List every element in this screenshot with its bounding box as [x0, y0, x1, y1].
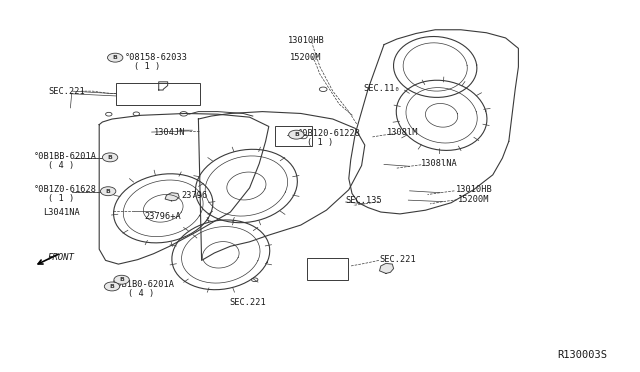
Text: B: B: [113, 55, 118, 60]
Text: B: B: [294, 132, 299, 137]
Text: SEC.221: SEC.221: [380, 255, 416, 264]
Polygon shape: [165, 193, 179, 201]
Circle shape: [114, 275, 129, 284]
Text: ( 4 ): ( 4 ): [128, 289, 154, 298]
Text: SEC.11₀: SEC.11₀: [363, 84, 399, 93]
Text: °0B1B0-6201A: °0B1B0-6201A: [112, 280, 175, 289]
Text: FRONT: FRONT: [48, 253, 75, 262]
Text: L3041NA: L3041NA: [44, 208, 80, 217]
Circle shape: [102, 153, 118, 162]
Polygon shape: [380, 263, 394, 273]
Text: 15200M: 15200M: [458, 195, 490, 203]
Circle shape: [289, 130, 304, 139]
Text: 13010HB: 13010HB: [456, 185, 492, 194]
Text: SEC.221: SEC.221: [48, 87, 84, 96]
Text: B: B: [109, 284, 115, 289]
Text: B: B: [106, 189, 111, 194]
Text: °0B1Z0-61628: °0B1Z0-61628: [34, 185, 97, 194]
Bar: [116, 83, 200, 105]
Text: 1308lM: 1308lM: [387, 128, 419, 137]
Text: ( 1 ): ( 1 ): [48, 194, 74, 203]
Text: °08158-62033: °08158-62033: [125, 53, 188, 62]
Text: ( 1 ): ( 1 ): [307, 138, 333, 147]
Text: 15200M: 15200M: [290, 53, 321, 62]
Text: B: B: [108, 155, 113, 160]
Text: 1308lNA: 1308lNA: [420, 159, 457, 168]
Text: ( 4 ): ( 4 ): [48, 161, 74, 170]
Text: 23796+A: 23796+A: [144, 212, 180, 221]
Text: 23796: 23796: [181, 191, 207, 200]
Text: 13010HB: 13010HB: [288, 36, 324, 45]
Text: °0B120-61228: °0B120-61228: [298, 129, 360, 138]
Text: B: B: [119, 277, 124, 282]
Text: °0B1BB-6201A: °0B1BB-6201A: [34, 152, 97, 161]
Text: 1304JN: 1304JN: [154, 128, 185, 137]
Text: SEC.221: SEC.221: [229, 298, 266, 307]
Bar: [307, 258, 348, 280]
Circle shape: [104, 282, 120, 291]
Text: ( 1 ): ( 1 ): [134, 62, 161, 71]
Text: R130003S: R130003S: [557, 350, 607, 360]
Circle shape: [100, 187, 116, 196]
Bar: [275, 126, 312, 146]
Circle shape: [108, 53, 123, 62]
Text: SEC.135: SEC.135: [346, 196, 382, 205]
